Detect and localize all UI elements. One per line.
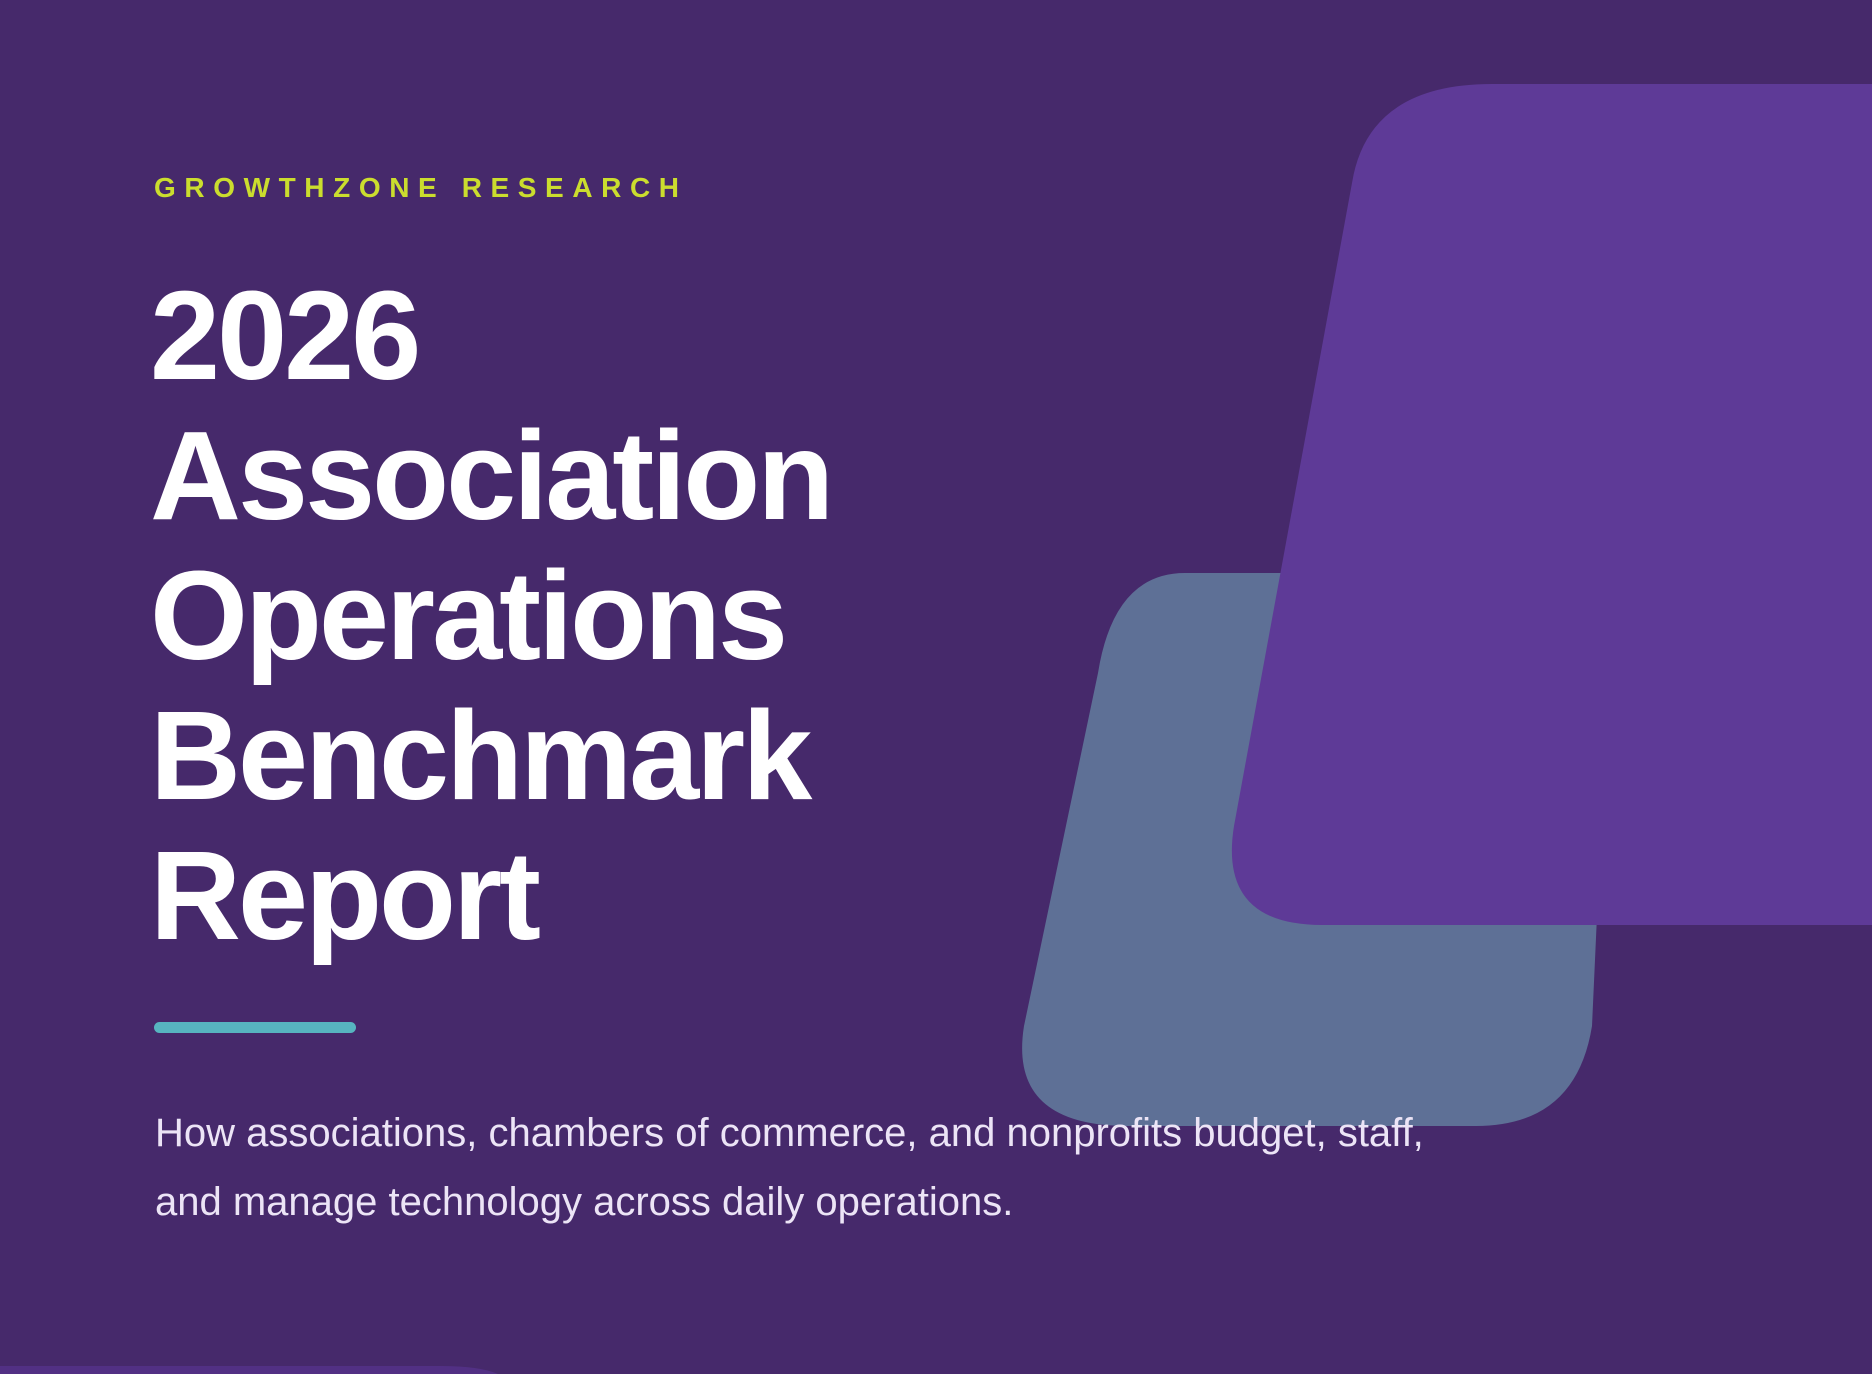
title-line-year: 2026 [150,265,421,406]
front-parallelogram-shape [1231,84,1872,925]
eyebrow-label: GROWTHZONE RESEARCH [154,172,688,203]
corner-accent-shape [0,1366,498,1374]
title-line-operations: Operations [150,545,788,686]
report-subtitle: How associations, chambers of commerce, … [155,1111,1424,1224]
accent-divider [154,1022,356,1033]
report-title: 2026 Association Operations Benchmark Re… [150,265,834,966]
title-line-report: Report [150,825,541,966]
title-line-association: Association [150,405,834,546]
title-line-benchmark: Benchmark [150,685,812,826]
